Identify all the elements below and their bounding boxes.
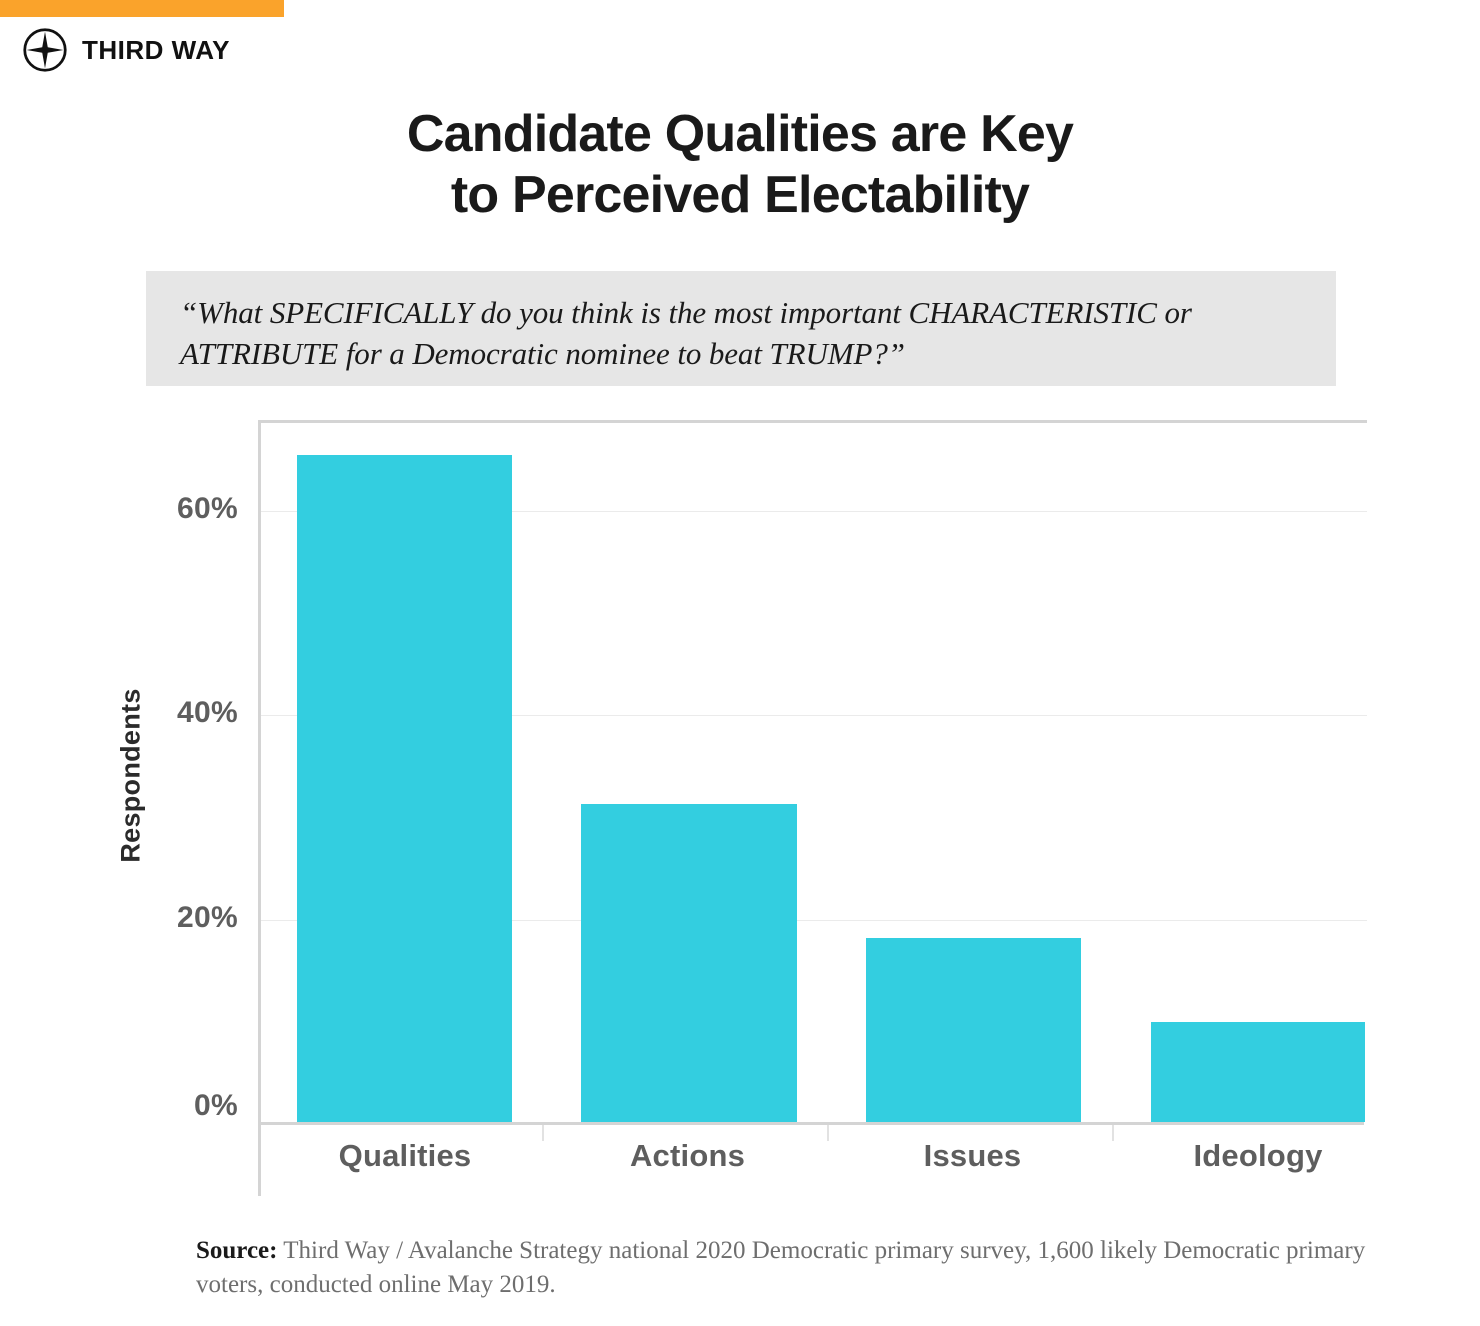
y-tick-label-20: 20%	[177, 901, 238, 934]
x-tick-separator	[827, 1125, 829, 1141]
source-text: Third Way / Avalanche Strategy national …	[196, 1237, 1366, 1298]
y-tick-label-0: 0%	[194, 1089, 238, 1122]
brand-accent-rule	[0, 0, 284, 17]
plot-area	[258, 420, 1367, 1125]
bar-ideology[interactable]	[1151, 1022, 1365, 1122]
source-label: Source:	[196, 1237, 278, 1264]
x-tick-label-issues: Issues	[923, 1138, 1022, 1173]
gridline-60	[261, 511, 1367, 512]
y-axis-title: Respondents	[115, 688, 146, 863]
bar-qualities[interactable]	[297, 455, 512, 1122]
gridline-20	[261, 920, 1367, 921]
x-tick-separator	[542, 1125, 544, 1141]
gridline-40	[261, 715, 1367, 716]
compass-star-icon	[22, 27, 68, 73]
survey-question-text: “What SPECIFICALLY do you think is the m…	[180, 295, 1192, 371]
survey-question-band: “What SPECIFICALLY do you think is the m…	[146, 271, 1336, 386]
x-axis-line	[258, 1122, 1364, 1125]
x-tick-label-qualities: Qualities	[338, 1138, 472, 1173]
brand-wordmark: THIRD WAY	[82, 34, 230, 65]
bar-actions[interactable]	[581, 804, 797, 1122]
x-tick-label-ideology: Ideology	[1193, 1138, 1323, 1173]
brand-logo: THIRD WAY	[22, 27, 230, 73]
page-title: Candidate Qualities are Key to Perceived…	[406, 105, 1074, 224]
y-tick-label-60: 60%	[177, 492, 238, 525]
y-axis-extension	[258, 1122, 261, 1196]
source-note: Source: Third Way / Avalanche Strategy n…	[196, 1234, 1386, 1302]
x-tick-label-actions: Actions	[629, 1138, 746, 1173]
x-tick-separator	[1112, 1125, 1114, 1141]
y-tick-label-40: 40%	[177, 696, 238, 729]
bar-issues[interactable]	[866, 938, 1081, 1122]
